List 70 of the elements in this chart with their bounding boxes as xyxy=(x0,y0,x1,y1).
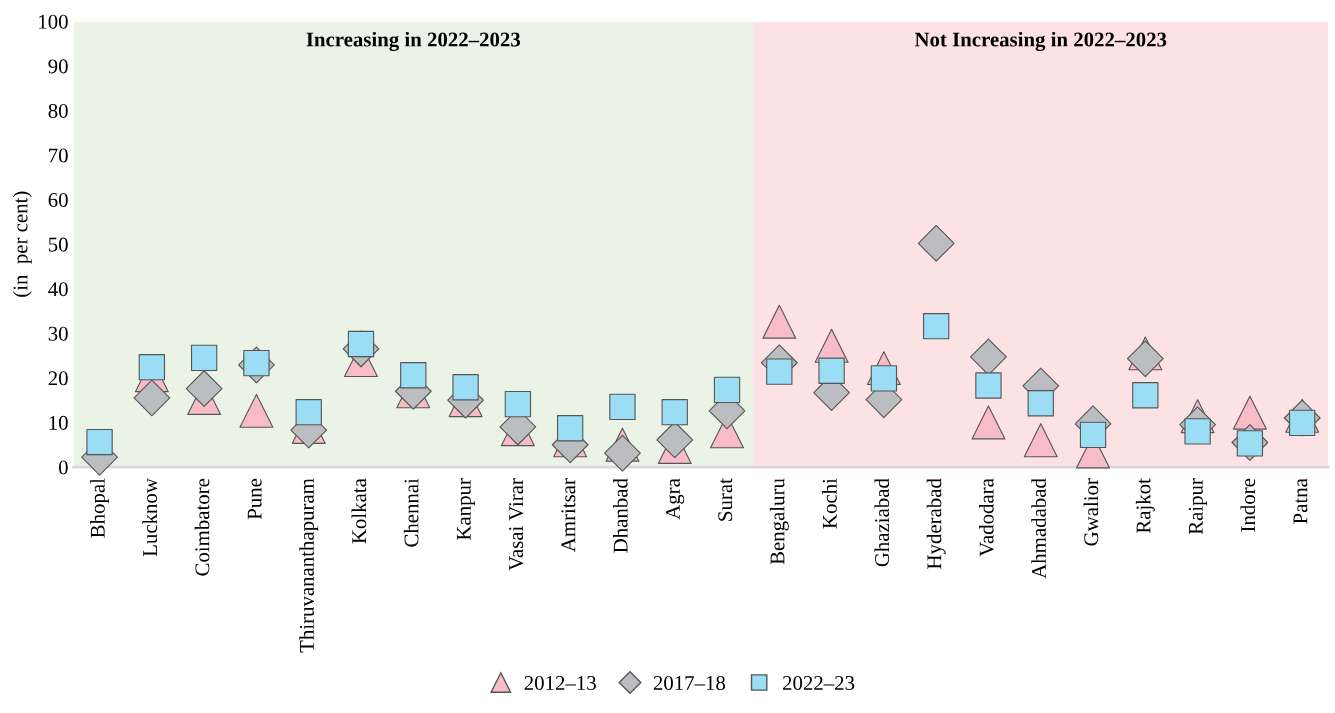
point xyxy=(922,313,950,340)
x-tick-label: Gwalior xyxy=(1083,478,1099,546)
point xyxy=(1126,340,1164,378)
point xyxy=(661,399,688,426)
point xyxy=(1232,395,1267,430)
x-tick-label: Bengaluru xyxy=(769,478,789,565)
point xyxy=(556,415,584,442)
y-axis-title: (in per cent) xyxy=(12,191,32,297)
x-tick-label: Dhanbad xyxy=(613,478,628,553)
point xyxy=(609,393,636,421)
point xyxy=(452,374,479,401)
x-tick-label: Ghaziabad xyxy=(874,478,890,567)
x-tick-label: Raipur xyxy=(1188,478,1208,535)
x-tick-label: Kanpur xyxy=(456,478,476,541)
point xyxy=(1132,382,1159,409)
point xyxy=(1184,418,1211,445)
band-label: Increasing in 2022–2023 xyxy=(306,31,521,51)
point xyxy=(604,434,641,472)
x-tick-label: Coimbatore xyxy=(194,478,210,576)
point xyxy=(971,405,1006,440)
point xyxy=(818,357,845,384)
y-tick-label: 20 xyxy=(48,371,68,386)
point xyxy=(138,354,166,381)
legend-label: 2022–23 xyxy=(783,675,855,691)
y-tick-label: 50 xyxy=(48,237,68,252)
point xyxy=(295,399,322,426)
point xyxy=(917,224,955,262)
x-tick-label: Surat xyxy=(718,478,733,521)
point xyxy=(1079,421,1107,449)
x-tick-label: Hyderabad xyxy=(926,478,946,569)
point xyxy=(975,372,1002,399)
point xyxy=(133,379,171,417)
point xyxy=(504,391,532,418)
x-tick-label: Agra xyxy=(665,478,685,520)
y-tick-label: 60 xyxy=(48,193,68,208)
x-tick-label: Thiruvananthapuram xyxy=(299,478,319,653)
point xyxy=(766,358,793,385)
x-tick-label: Chennai xyxy=(403,478,419,547)
y-tick-label: 10 xyxy=(49,415,68,430)
point xyxy=(1023,423,1058,458)
x-tick-label: Indore xyxy=(1240,478,1256,532)
point xyxy=(185,370,223,407)
x-tick-label: Bhopal xyxy=(90,478,110,538)
point xyxy=(190,344,218,372)
band-label: Not Increasing in 2022–2023 xyxy=(914,31,1167,51)
y-tick-label: 40 xyxy=(48,282,68,297)
x-tick-label: Kochi xyxy=(822,478,837,529)
y-tick-label: 90 xyxy=(48,59,68,74)
y-tick-label: 100 xyxy=(39,14,68,29)
x-tick-label: Vadodara xyxy=(979,478,994,557)
x-tick-label: Rajkot xyxy=(1135,478,1155,534)
point xyxy=(713,376,741,404)
point xyxy=(1027,390,1054,417)
x-tick-label: Pune xyxy=(247,478,262,520)
legend-label: 2017–18 xyxy=(653,675,726,691)
y-tick-label: 30 xyxy=(48,326,68,341)
point xyxy=(762,304,797,339)
y-tick-label: 0 xyxy=(58,460,68,475)
x-tick-label: Kolkata xyxy=(351,478,367,544)
x-tick-label: Vasai Virar xyxy=(509,478,524,571)
point xyxy=(400,362,427,389)
x-tick-label: Amritsar xyxy=(561,478,576,552)
legend-label: 2012–13 xyxy=(524,675,596,691)
y-tick-label: 70 xyxy=(49,148,68,163)
x-tick-label: Lucknow xyxy=(142,478,158,557)
y-tick-label: 80 xyxy=(48,103,68,118)
point xyxy=(86,428,113,456)
point xyxy=(239,393,274,428)
x-tick-label: Ahmadabad xyxy=(1031,478,1046,579)
x-tick-label: Patna xyxy=(1293,478,1308,524)
